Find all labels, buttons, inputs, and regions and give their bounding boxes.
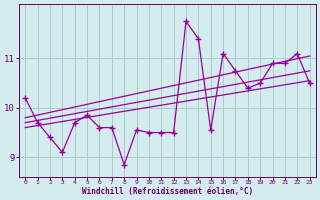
X-axis label: Windchill (Refroidissement éolien,°C): Windchill (Refroidissement éolien,°C) — [82, 187, 253, 196]
